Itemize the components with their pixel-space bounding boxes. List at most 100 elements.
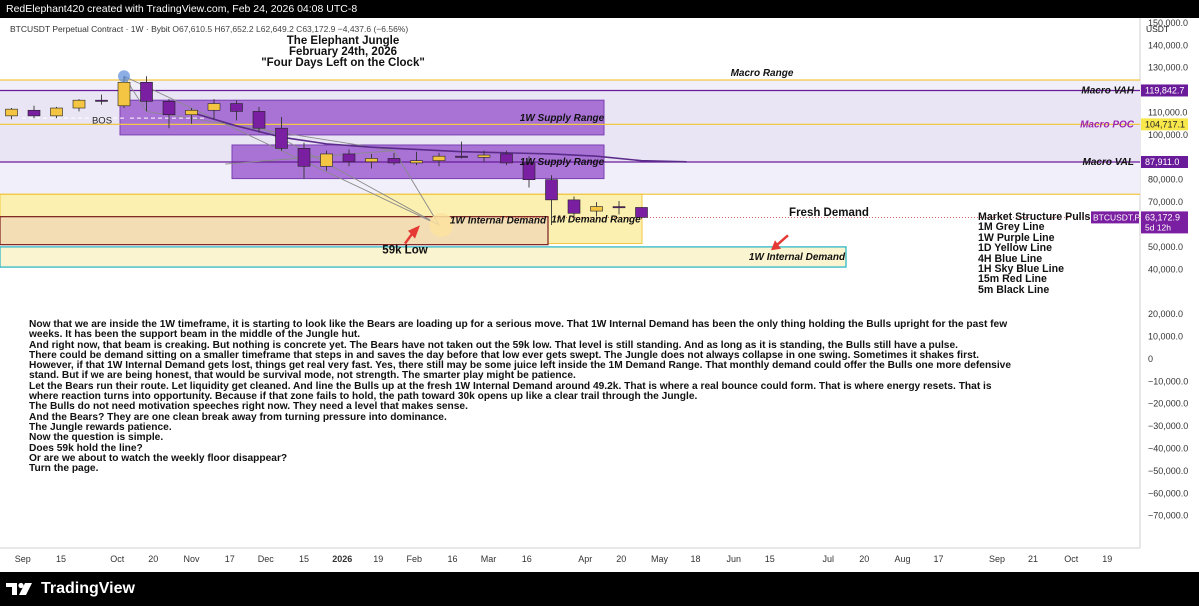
1w-internal-demand-upper-zone [0, 216, 549, 246]
legend-item: 5m Black Line [978, 283, 1050, 296]
x-tick-label: 19 [373, 554, 383, 564]
candle [635, 207, 648, 218]
commentary-line: weeks. It has been the support beam in t… [29, 329, 361, 341]
macro-val-price: 87,911.0 [1145, 157, 1179, 167]
x-tick-label: Apr [578, 554, 592, 564]
fresh-demand-arrow-shaft [775, 234, 789, 247]
commentary-line: Now that we are inside the 1W timeframe,… [29, 319, 1008, 330]
commentary-line: The Bulls do not need motivation speeche… [29, 401, 468, 413]
x-tick-label: 15 [765, 554, 775, 564]
y-tick-label: 80,000.0 [1148, 175, 1183, 185]
x-tick-label: Sep [15, 554, 31, 564]
top-marker-circle [118, 70, 130, 83]
attribution-bar: RedElephant420 created with TradingView.… [0, 0, 1199, 18]
x-tick-label: 20 [148, 554, 158, 564]
price-chart[interactable]: Macro Range Macro VAH Macro POC Macro VAL 1W… [0, 18, 1199, 572]
commentary-line: Or are we about to watch the weekly floo… [29, 452, 288, 464]
candle [297, 148, 311, 167]
candle [207, 103, 221, 111]
y-tick-label: 150,000.0 [1148, 18, 1188, 28]
low-arrow-head [408, 225, 420, 239]
chart-frame[interactable]: Macro Range Macro VAH Macro POC Macro VAL 1W… [0, 18, 1199, 572]
candle [477, 154, 491, 158]
x-tick-label: 2026 [332, 554, 352, 564]
x-tick-label: Nov [183, 554, 200, 564]
commentary-line: And the Bears? They are one clean break … [29, 411, 447, 423]
x-tick-label: 17 [933, 554, 943, 564]
legend-item: 1D Yellow Line [978, 242, 1052, 255]
tradingview-logo-icon [6, 582, 32, 595]
fresh-demand-label: Fresh Demand [789, 207, 869, 219]
market-structure-legend: Market Structure Pulls 1M Grey Line 1W P… [978, 211, 1091, 296]
y-tick-label: 40,000.0 [1148, 264, 1183, 274]
commentary-line: stand. But if we are being honest, that … [29, 370, 576, 382]
candle [95, 99, 108, 102]
supply-lower-label: 1W Supply Range [520, 157, 605, 168]
symbol-info[interactable]: BTCUSDT Perpetual Contract · 1W · Bybit … [10, 24, 408, 34]
macro-poc-label: Macro POC [1080, 119, 1135, 130]
commentary-line: Now the question is simple. [29, 432, 164, 444]
x-tick-label: Feb [406, 554, 422, 564]
y-tick-label: −20,000.0 [1148, 399, 1188, 409]
macro-val-label: Macro VAL [1083, 157, 1135, 168]
candle [275, 127, 288, 149]
y-tick-label: 110,000.0 [1148, 108, 1187, 118]
title-line-3: "Four Days Left on the Clock" [261, 57, 425, 69]
current-price-tag [1141, 211, 1188, 234]
x-tick-label: Aug [894, 554, 910, 564]
commentary-line: where reaction turns into opportunity. B… [29, 391, 698, 403]
x-tick-label: May [651, 554, 669, 564]
branding-bar: TradingView [0, 572, 1199, 606]
macro-vah-tag [1141, 84, 1188, 97]
y-tick-label: 140,000.0 [1148, 40, 1188, 50]
candle [117, 81, 131, 107]
y-tick-label: 20,000.0 [1148, 309, 1183, 319]
legend-title: Market Structure Pulls [978, 211, 1091, 223]
candle [320, 153, 333, 167]
x-tick-label: Jul [822, 554, 834, 564]
title-line-1: The Elephant Jungle [286, 35, 400, 47]
candle [365, 158, 378, 163]
y-tick-label: −50,000.0 [1148, 466, 1188, 476]
x-tick-label: 15 [299, 554, 309, 564]
y-tick-label: −70,000.0 [1148, 511, 1188, 521]
supply-upper-label: 1W Supply Range [520, 113, 605, 124]
commentary-line: Turn the page. [29, 463, 99, 475]
legend-item: 1M Grey Line [978, 221, 1045, 234]
current-symbol-tag [1091, 211, 1139, 224]
candle [500, 153, 513, 164]
commentary-text: Now that we are inside the 1W timeframe,… [29, 319, 1079, 475]
x-tick-label: Oct [1064, 554, 1079, 564]
x-tick-label: Dec [258, 554, 275, 564]
currency-label[interactable]: USDT [1146, 24, 1170, 34]
macro-val-tag [1141, 155, 1188, 168]
commentary-line: Does 59k hold the line? [29, 442, 143, 454]
bos-label: BOS [92, 115, 112, 126]
macro-poc-price: 104,717.1 [1145, 119, 1185, 129]
fresh-demand-arrow-head [771, 240, 781, 251]
descending-trendline [258, 125, 440, 226]
y-tick-label: 10,000.0 [1148, 332, 1183, 342]
candle [185, 109, 198, 116]
1w-internal-demand-lower-label: 1W Internal Demand [749, 252, 846, 263]
y-tick-label: −30,000.0 [1148, 421, 1188, 431]
x-tick-label: Mar [481, 554, 497, 564]
1m-demand-label: 1M Demand Range [551, 214, 641, 225]
macro-range-label: Macro Range [731, 68, 794, 79]
commentary-line: And right now, that beam is creaking. Bu… [29, 339, 958, 351]
candle [590, 206, 603, 212]
x-tick-label: 16 [522, 554, 532, 564]
y-tick-label: −60,000.0 [1148, 488, 1188, 498]
x-tick-label: 21 [1028, 554, 1038, 564]
candle [567, 199, 581, 214]
x-tick-label: 19 [1102, 554, 1112, 564]
macro-vah-price: 119,842.7 [1145, 85, 1184, 95]
tradingview-logo[interactable]: TradingView [6, 578, 135, 600]
candle [387, 158, 401, 164]
commentary-line: There could be demand sitting on a small… [29, 349, 979, 361]
y-tick-label: 130,000.0 [1148, 63, 1188, 73]
candle [432, 155, 446, 161]
candle [612, 206, 626, 209]
ohlc-values: O67,610.5 H67,652.2 L62,649.2 C63,172.9 … [172, 24, 409, 34]
legend-item: 15m Red Line [978, 273, 1047, 286]
